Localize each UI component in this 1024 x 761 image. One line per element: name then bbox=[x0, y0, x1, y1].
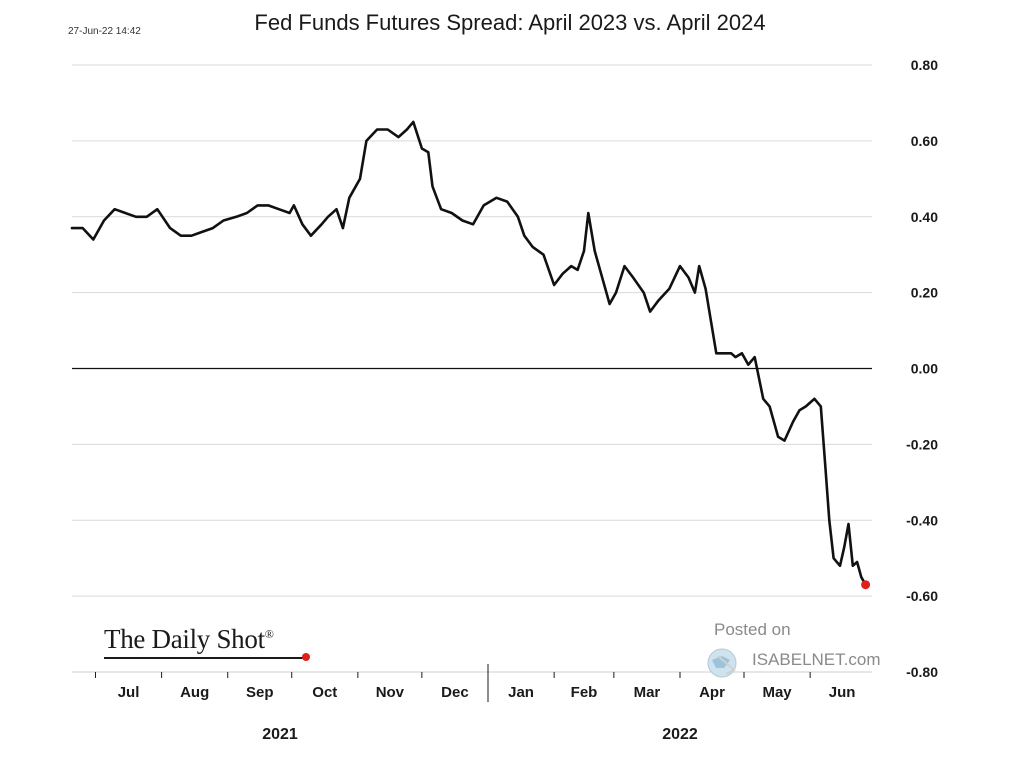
series-group bbox=[70, 120, 871, 590]
x-month-label: Nov bbox=[376, 684, 405, 701]
y-tick-label: -0.80 bbox=[906, 664, 938, 680]
year-label: 2021 bbox=[262, 726, 298, 743]
last-point-marker bbox=[861, 580, 871, 590]
chart-title: Fed Funds Futures Spread: April 2023 vs.… bbox=[0, 10, 1024, 36]
y-tick-label: 0.60 bbox=[911, 133, 938, 149]
timestamp: 27-Jun-22 14:42 bbox=[68, 26, 141, 37]
x-month-label: Jan bbox=[508, 684, 534, 701]
series-line bbox=[70, 120, 867, 587]
x-month-label: Jul bbox=[118, 684, 140, 701]
x-month-label: Feb bbox=[571, 684, 598, 701]
y-tick-label: 0.80 bbox=[911, 57, 938, 73]
x-month-label: Apr bbox=[699, 684, 725, 701]
x-month-label: Jun bbox=[829, 684, 856, 701]
x-month-label: Oct bbox=[312, 684, 337, 701]
y-tick-label: -0.40 bbox=[906, 512, 938, 528]
y-tick-label: -0.60 bbox=[906, 588, 938, 604]
logo-dot bbox=[302, 653, 310, 661]
y-tick-label: 0.20 bbox=[911, 285, 938, 301]
y-tick-label: 0.40 bbox=[911, 209, 938, 225]
logo-text: The Daily Shot bbox=[104, 624, 265, 654]
logo-mark: ® bbox=[264, 627, 274, 641]
globe-icon bbox=[707, 648, 737, 678]
chart-title-text: Fed Funds Futures Spread: April 2023 vs.… bbox=[254, 10, 766, 35]
x-month-label: Mar bbox=[634, 684, 661, 701]
y-axis-ticks: 0.80 0.60 0.40 0.20 0.00 -0.20 -0.40 -0.60 -0.80 bbox=[906, 57, 938, 680]
x-month-label: Sep bbox=[246, 684, 274, 701]
year-label: 2022 bbox=[662, 726, 698, 743]
daily-shot-logo: The Daily Shot® bbox=[104, 624, 274, 655]
x-month-label: May bbox=[762, 684, 792, 701]
logo-underline bbox=[104, 657, 308, 659]
watermark-posted-on: Posted on bbox=[714, 620, 791, 639]
y-tick-label: -0.20 bbox=[906, 436, 938, 452]
y-tick-label: 0.00 bbox=[911, 361, 938, 377]
x-month-label: Dec bbox=[441, 684, 469, 701]
watermark-site: ISABELNET.com bbox=[752, 650, 881, 669]
x-axis: Jul Aug Sep Oct Nov Dec Jan Feb Mar Apr May Jun 2021… bbox=[72, 664, 872, 743]
x-month-label: Aug bbox=[180, 684, 209, 701]
gridlines bbox=[72, 64, 872, 597]
